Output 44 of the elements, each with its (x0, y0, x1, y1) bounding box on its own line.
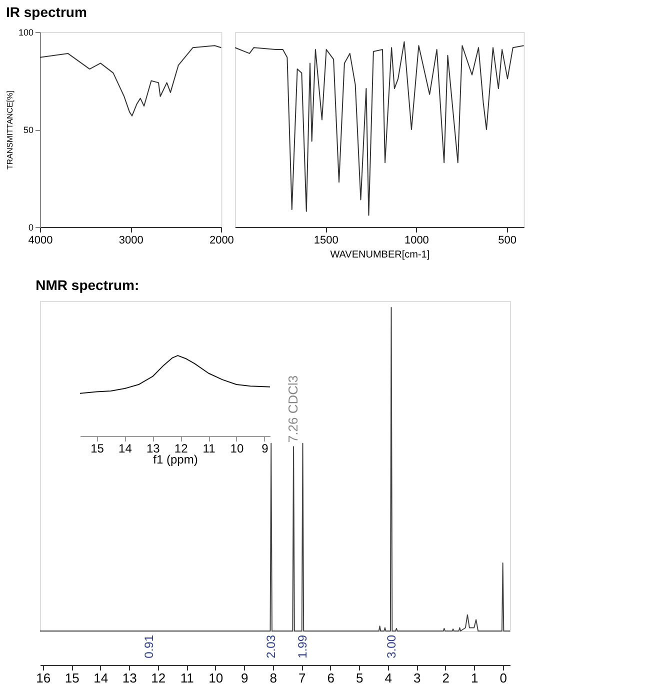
annotation: 7.26 CDCl3 (286, 375, 301, 443)
x-tick-label: 3 (413, 670, 421, 686)
x-tick-label: 15 (64, 670, 80, 686)
line-series (40, 45, 222, 116)
x-tick-label: 13 (122, 670, 137, 686)
x-tick-label: 4 (384, 670, 392, 686)
x-tick-label: 15 (90, 442, 104, 456)
x-tick-label: 12 (174, 442, 188, 456)
chart-title: IR spectrum (6, 4, 87, 20)
chart-title: NMR spectrum: (36, 277, 140, 293)
x-tick-label: 10 (230, 442, 244, 456)
x-tick-label: 12 (151, 670, 166, 686)
y-tick-label: 50 (23, 125, 34, 135)
x-tick-label: 1000 (404, 234, 429, 246)
x-axis-title: f1 (ppm) (153, 452, 198, 466)
y-axis-title: TRANSMITTANCE[%] (5, 90, 14, 170)
x-tick-label: 10 (208, 670, 224, 686)
x-tick-label: 1 (470, 670, 478, 686)
x-tick-label: 7 (298, 670, 306, 686)
annotation: 1.99 (296, 634, 310, 658)
x-tick-label: 2000 (209, 234, 234, 246)
annotation: 3.00 (384, 634, 398, 658)
x-axis-title: WAVENUMBER[cm-1] (330, 250, 430, 260)
x-tick-label: 5 (356, 670, 364, 686)
annotation: 2.03 (264, 634, 278, 658)
x-tick-label: 13 (146, 442, 160, 456)
y-tick-label: 100 (18, 28, 34, 38)
x-tick-label: 14 (94, 670, 108, 686)
x-tick-label: 11 (202, 442, 216, 456)
x-tick-label: 3000 (118, 234, 144, 246)
x-tick-label: 14 (118, 442, 132, 456)
x-tick-label: 6 (327, 670, 334, 686)
annotation: 0.91 (142, 634, 156, 658)
x-tick-label: 16 (36, 670, 51, 686)
x-tick-label: 500 (498, 234, 516, 246)
x-tick-label: 2 (442, 670, 450, 686)
x-tick-label: 1500 (314, 234, 338, 246)
x-tick-label: 9 (240, 670, 248, 686)
x-tick-label: 8 (270, 670, 277, 686)
y-tick-label: 0 (28, 222, 34, 232)
x-tick-label: 0 (500, 670, 507, 686)
x-tick-label: 11 (180, 670, 194, 686)
x-tick-label: 9 (262, 442, 269, 456)
x-tick-label: 4000 (28, 234, 53, 246)
